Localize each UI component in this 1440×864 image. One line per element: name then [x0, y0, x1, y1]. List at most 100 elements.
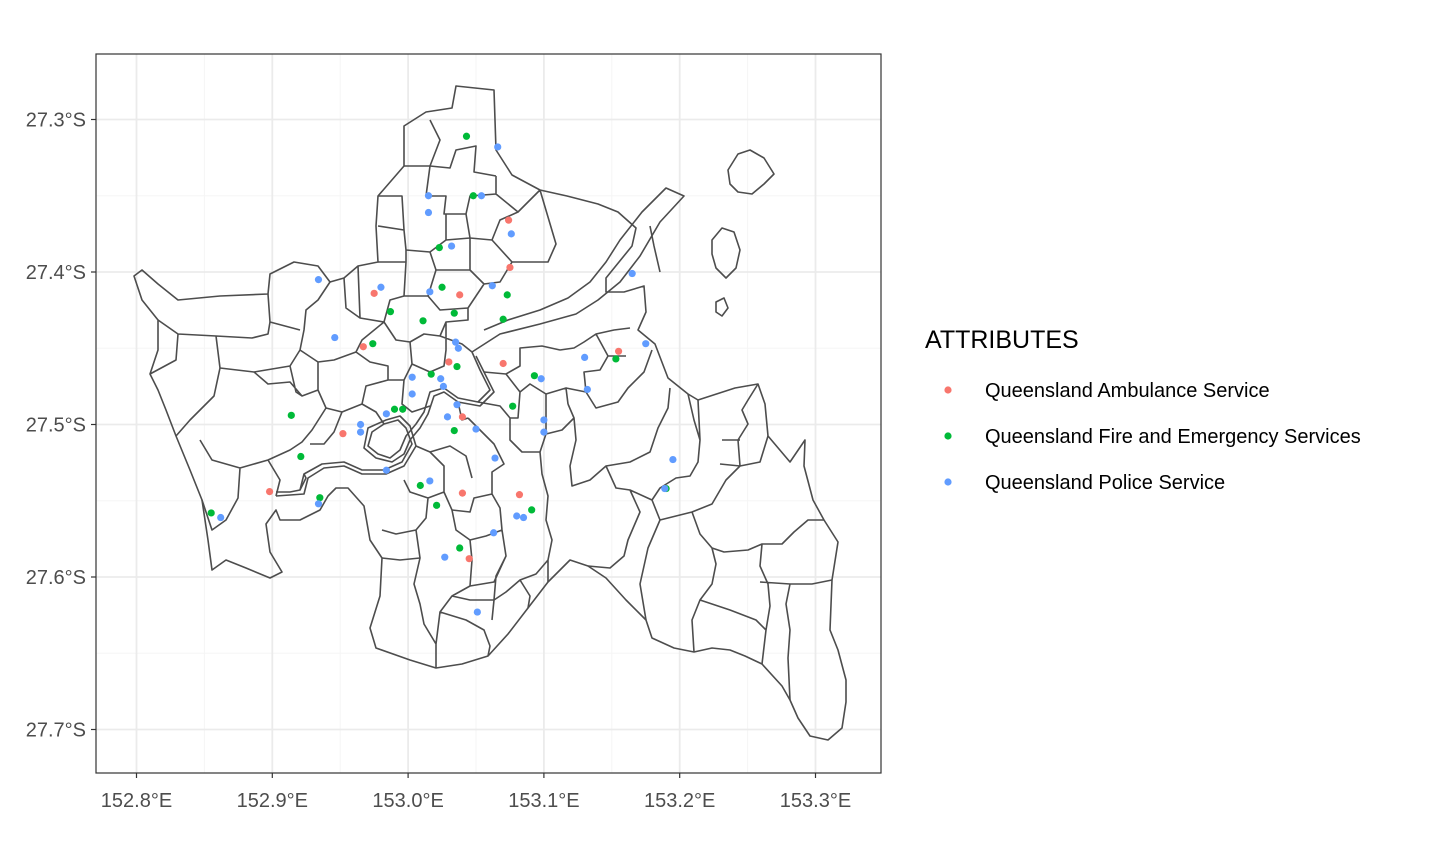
legend-label: Queensland Fire and Emergency Services [985, 426, 1361, 448]
service-point [458, 489, 467, 497]
island-small [715, 297, 729, 317]
service-point [316, 494, 324, 502]
service-point [443, 413, 452, 421]
service-point [408, 373, 416, 381]
service-point [506, 263, 514, 272]
service-point [416, 481, 424, 490]
y-axis: 27.3°S 27.4°S 27.5°S 27.6°S 27.7°S [26, 110, 96, 742]
service-point [494, 143, 502, 151]
service-point [438, 283, 446, 291]
x-tick-label: 152.9°E [237, 790, 308, 812]
service-point [426, 477, 434, 485]
service-point [507, 230, 515, 238]
major-gridlines [96, 54, 881, 773]
service-point [331, 333, 339, 342]
service-point [458, 413, 467, 421]
service-point [424, 208, 433, 217]
y-tick-label: 27.5°S [26, 415, 86, 437]
service-point [439, 382, 448, 390]
service-point [583, 385, 591, 394]
service-point [540, 428, 548, 436]
service-point [287, 411, 295, 419]
service-point [452, 338, 460, 346]
service-point [390, 405, 399, 413]
service-point [477, 192, 486, 200]
minor-gridlines [96, 54, 881, 773]
service-point [537, 375, 545, 383]
service-point [614, 347, 623, 355]
peninsula-line [649, 225, 661, 273]
legend-key [944, 478, 952, 486]
service-point [382, 410, 390, 418]
service-points [207, 132, 677, 616]
service-point [454, 344, 462, 352]
service-point [519, 513, 528, 522]
legend-label: Queensland Ambulance Service [985, 380, 1270, 402]
service-point [540, 416, 548, 424]
legend-items: Queensland Ambulance Service Queensland F… [944, 380, 1361, 494]
river-course [276, 351, 491, 493]
x-tick-label: 153.0°E [372, 790, 443, 812]
service-point [453, 362, 461, 371]
river-course-bank [275, 355, 495, 497]
service-point [472, 425, 480, 433]
service-point [491, 454, 499, 462]
service-point [528, 506, 536, 514]
y-tick-label: 27.7°S [26, 720, 86, 742]
service-point [207, 509, 215, 517]
service-point [265, 488, 274, 496]
service-point [530, 372, 538, 380]
service-point [339, 430, 347, 438]
legend-label: Queensland Police Service [985, 472, 1225, 494]
service-point [642, 340, 650, 348]
service-point [469, 192, 477, 200]
service-point [370, 289, 378, 297]
y-tick-label: 27.4°S [26, 262, 86, 284]
service-point [356, 420, 365, 429]
service-point [314, 500, 323, 508]
service-point [447, 242, 456, 250]
service-point [612, 355, 620, 363]
service-point [445, 358, 453, 366]
x-axis: 152.8°E 152.9°E 153.0°E 153.1°E 153.2°E 153.3… [101, 773, 851, 812]
service-point [462, 132, 471, 140]
island-middle [711, 227, 741, 279]
service-point [359, 343, 367, 351]
service-point [427, 370, 435, 378]
y-tick-label: 27.3°S [26, 110, 86, 132]
x-tick-label: 152.8°E [101, 790, 172, 812]
service-point [515, 491, 524, 499]
legend: ATTRIBUTES Queensland Ambulance ServiceQ… [925, 326, 1361, 494]
service-point [504, 216, 513, 224]
suburb-lines [149, 119, 833, 701]
service-point [399, 405, 407, 413]
service-point [382, 466, 390, 474]
service-point [661, 484, 669, 493]
x-tick-label: 153.1°E [508, 790, 579, 812]
service-point [314, 276, 323, 284]
service-point [465, 555, 473, 563]
service-point [297, 452, 305, 461]
service-point [433, 501, 441, 509]
y-tick-label: 27.6°S [26, 567, 86, 589]
legend-key [944, 432, 952, 440]
suburb-boundaries [133, 85, 847, 741]
service-point [669, 455, 677, 464]
x-tick-label: 153.3°E [780, 790, 851, 812]
service-point [628, 269, 636, 278]
region-outline [133, 85, 847, 741]
service-point [499, 315, 507, 323]
service-point [419, 317, 427, 325]
service-point [369, 340, 377, 348]
service-point [435, 244, 443, 252]
service-point [437, 375, 445, 383]
legend-key [944, 386, 952, 394]
service-point [488, 282, 496, 290]
service-point [450, 309, 458, 317]
service-point [426, 288, 434, 296]
legend-title: ATTRIBUTES [925, 326, 1079, 354]
service-point [473, 608, 481, 616]
river-mouth [471, 187, 685, 353]
service-point [217, 513, 225, 522]
service-point [377, 283, 385, 291]
